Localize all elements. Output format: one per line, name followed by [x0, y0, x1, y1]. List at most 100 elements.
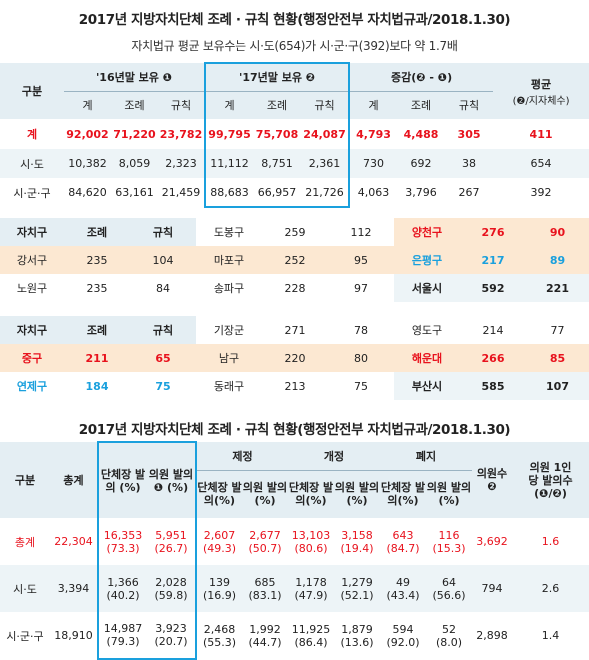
cell: 3,394 [57, 582, 90, 595]
header-rule: 규칙 [130, 218, 196, 246]
row-label: 계 [26, 128, 38, 141]
row-label: 시·군·구 [13, 186, 51, 200]
cell: 4,793 [356, 127, 391, 141]
table-row: 시·도 3,394 1,366 (40.2) 2,028 (59.8) 139 (16… [0, 565, 589, 612]
cell-value: 16,353 [103, 528, 143, 542]
header-ordinance: 조례 [64, 218, 130, 246]
cell-value: 1,879 [341, 622, 373, 636]
cell: 685 (83.1) [242, 565, 288, 612]
city-name: 부산시 [394, 372, 460, 400]
cell-value: 1,279 [341, 575, 373, 589]
cell-percent: (55.3) [202, 635, 237, 649]
cell: 38 [462, 157, 477, 170]
cell: 92,002 [66, 127, 109, 141]
cell: 88,683 [204, 178, 254, 208]
header-average-label: 평균 [530, 77, 552, 91]
cell: 23,782 [159, 127, 203, 141]
cell: 22,304 [54, 535, 93, 548]
cell-value: 2,677 [249, 528, 281, 542]
cell: 21,459 [161, 186, 201, 199]
district-name: 마포구 [196, 246, 262, 274]
district-name: 은평구 [394, 246, 460, 274]
cell: 90 [526, 218, 589, 246]
cell: 89 [526, 246, 589, 274]
cell: 252 [262, 246, 328, 274]
sub-total: 계 [368, 99, 379, 113]
table-row: 계 92,002 71,220 23,782 99,795 75,708 24,… [0, 119, 589, 149]
cell: 2,028 (59.8) [147, 565, 197, 612]
cell: 643 (84.7) [380, 518, 426, 565]
sub-ordinance: 조례 [266, 99, 288, 113]
header-average: 평균 (❷/지자체수) [493, 63, 589, 119]
cell: 214 [482, 323, 504, 337]
cell: 592 [460, 274, 526, 302]
cell: 80 [328, 344, 394, 372]
cell: 95 [328, 246, 394, 274]
cell-value: 643 [392, 528, 414, 542]
cell: 235 [64, 246, 130, 274]
cell-percent: (13.6) [340, 635, 374, 649]
cell: 75 [155, 379, 171, 393]
sub-exec: 단체장 발의(%) [288, 481, 334, 508]
cell: 11,112 [204, 149, 254, 178]
cell-value: 1,366 [107, 575, 139, 589]
header-members-label: 의원수 ❷ [476, 467, 508, 493]
header-category: 구분 [21, 85, 43, 98]
cell-value: 685 [254, 575, 276, 589]
cell: 1,879 (13.6) [334, 612, 380, 659]
cell: 84 [156, 281, 170, 295]
cell: 66,957 [253, 178, 302, 208]
cell: 392 [530, 186, 552, 199]
cell-value: 5,951 [155, 528, 187, 542]
cell: 4,063 [357, 186, 390, 199]
district-name: 중구 [0, 344, 64, 372]
cell-percent: (40.2) [106, 588, 140, 602]
cell-value: 594 [392, 622, 414, 636]
row-label: 시·도 [20, 157, 44, 171]
table1-title: 2017년 지방자치단체 조례 · 규칙 현황(행정안전부 자치법규과/2018… [78, 12, 511, 28]
header-council-label: 의원 발의❶ (%) [148, 467, 194, 494]
cell: 77 [550, 323, 565, 337]
header-exec: 단체장 발의 (%) [97, 441, 147, 518]
cell-percent: (26.7) [154, 541, 188, 555]
cell: 221 [526, 274, 589, 302]
cell: 235 [86, 281, 108, 295]
header-diff: 증감(❷ - ❶) [349, 63, 494, 92]
cell-value: 52 [442, 622, 456, 636]
cell: 8,751 [261, 157, 293, 170]
table-row: 총계 22,304 16,353 (73.3) 5,951 (26.7) 2,607… [0, 518, 589, 565]
cell-value: 14,987 [103, 622, 143, 635]
cell: 104 [130, 246, 196, 274]
cell-percent: (20.7) [154, 635, 188, 648]
cell: 2.6 [541, 582, 560, 595]
cell: 71,220 [113, 127, 156, 141]
table4-title: 2017년 지방자치단체 조례 · 규칙 현황(행정안전부 자치법규과/2018… [78, 422, 511, 438]
header-ordinance: 조례 [64, 316, 130, 344]
cell: 1,366 (40.2) [97, 565, 147, 612]
header-exec-label: 단체장 발의 (%) [100, 467, 146, 494]
cell-percent: (56.6) [432, 588, 466, 602]
cell-value: 116 [438, 528, 460, 542]
cell: 2,323 [165, 157, 197, 170]
cell: 1.4 [541, 629, 560, 642]
header-2017: '17년말 보유 ❷ [204, 62, 351, 92]
cell-percent: (50.7) [248, 541, 282, 555]
cell: 3,923 (20.7) [147, 612, 197, 660]
district-name: 해운대 [394, 344, 460, 372]
cell-percent: (43.4) [386, 588, 420, 602]
cell-percent: (44.7) [248, 635, 282, 649]
sub-council: 의원 발의(%) [426, 481, 472, 508]
cell-percent: (15.3) [432, 541, 466, 555]
cell: 276 [460, 218, 526, 246]
sub-exec: 단체장 발의(%) [380, 481, 426, 508]
cell: 2,361 [301, 149, 351, 178]
cell-value: 11,925 [291, 622, 331, 636]
district-name: 연제구 [16, 380, 48, 393]
cell-percent: (49.3) [202, 541, 237, 555]
cell: 4,488 [403, 127, 439, 141]
busan-districts-table: 자치구 조례 규칙 기장군 271 78 영도구 214 77 중구 211 6… [0, 316, 589, 400]
cell-value: 139 [209, 575, 230, 589]
cell-percent: (80.6) [294, 541, 328, 555]
cell: 18,910 [54, 629, 93, 642]
cell-value: 3,923 [155, 622, 187, 635]
